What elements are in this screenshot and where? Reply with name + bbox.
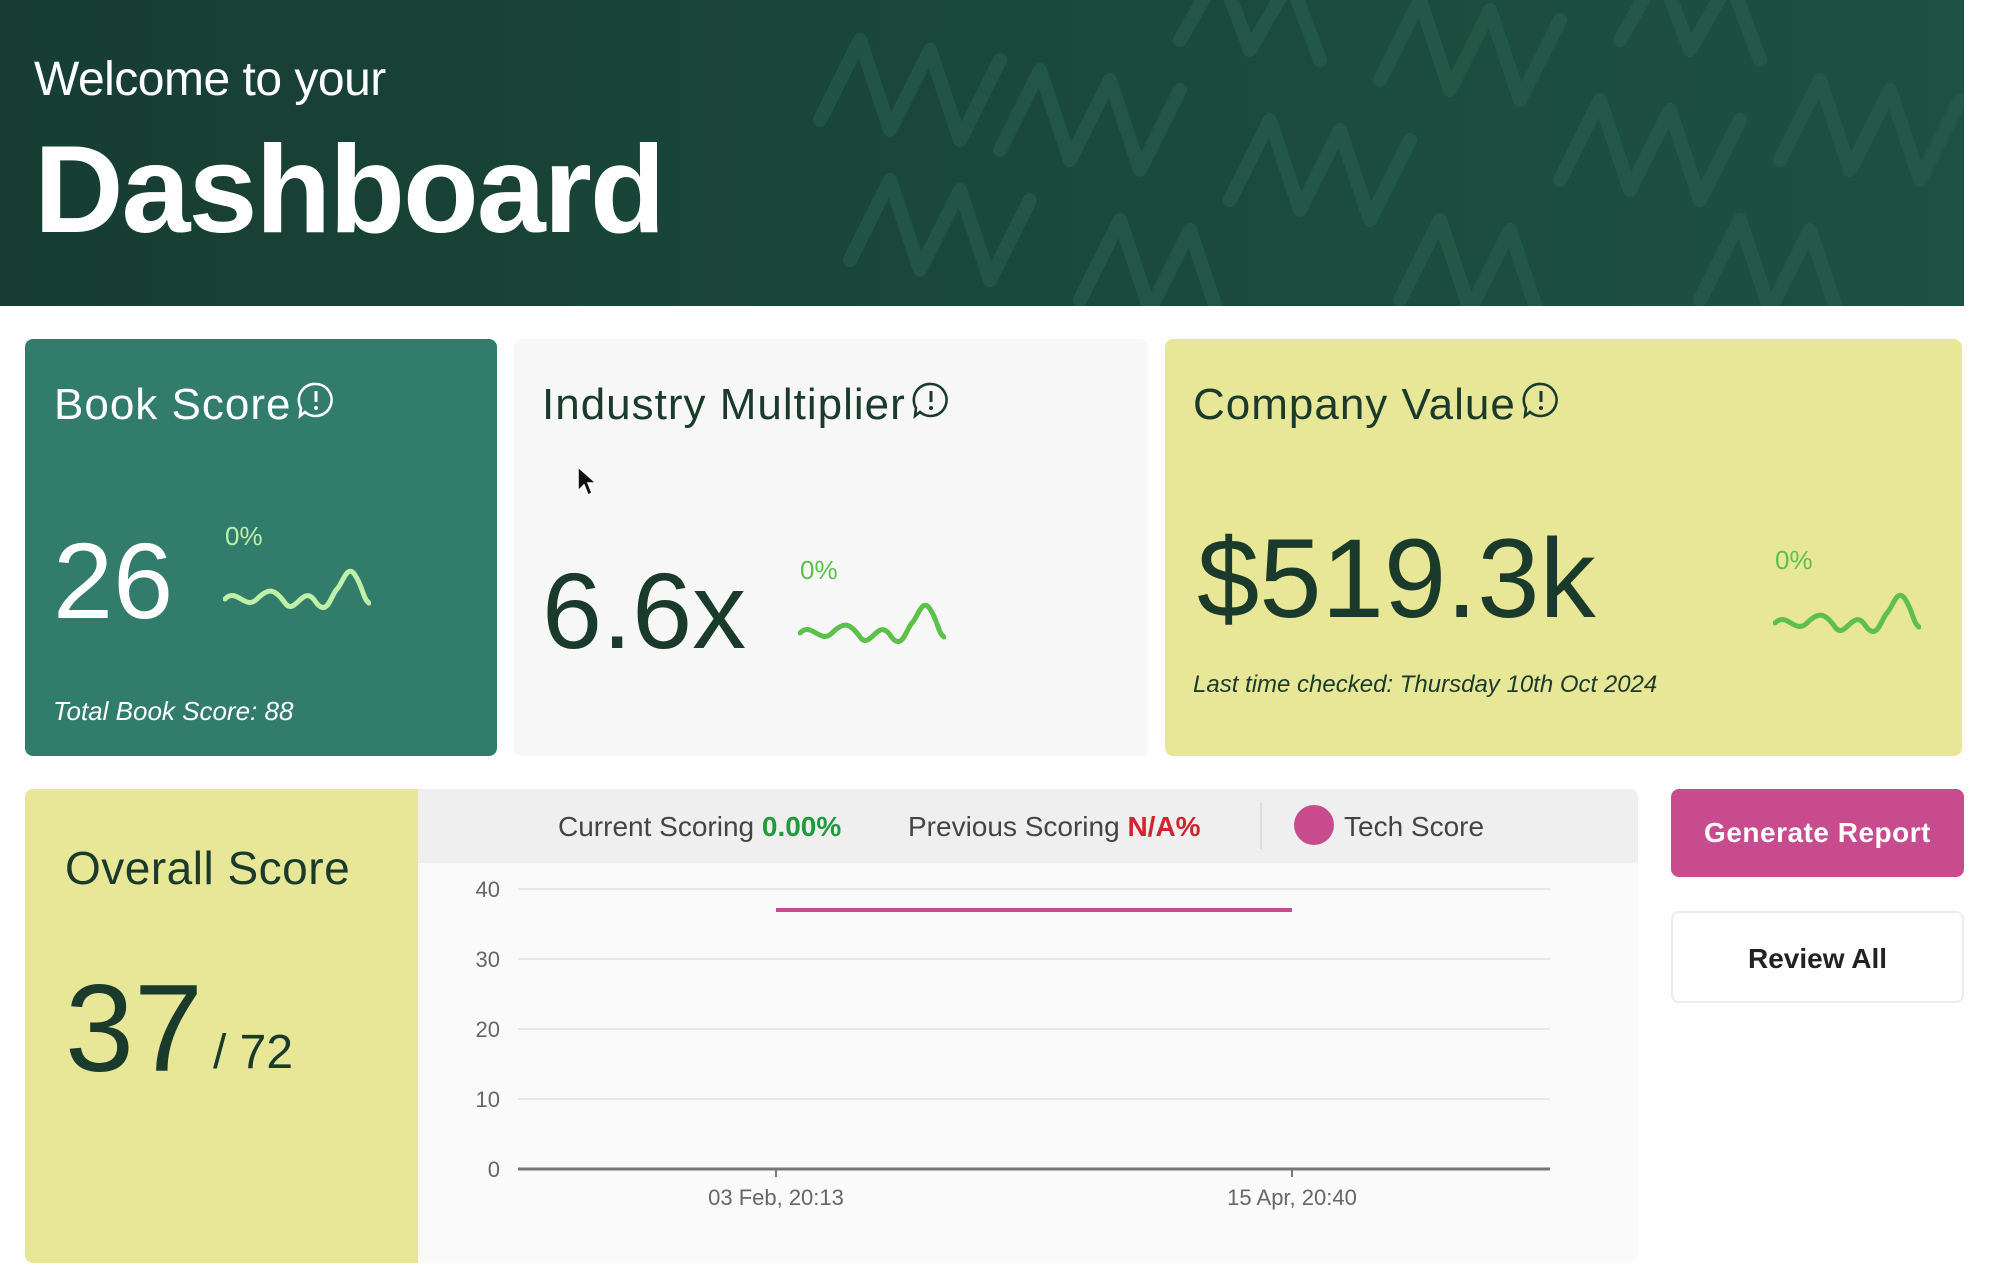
company-value-sparkline	[1773, 592, 1921, 635]
overall-score-card: Overall Score 37 / 72	[25, 789, 418, 1263]
industry-multiplier-value: 6.6x	[542, 550, 747, 671]
review-all-button[interactable]: Review All	[1671, 911, 1964, 1003]
previous-scoring: Previous Scoring N/A%	[908, 811, 1201, 843]
company-value-last-checked: Last time checked: Thursday 10th Oct 202…	[1193, 671, 1658, 698]
y-tick-label: 20	[476, 1017, 500, 1042]
overall-score-value: 37	[65, 960, 203, 1098]
score-line-chart: 0 10 20 30 40 03 Feb, 20:13 15 Apr, 20:40	[476, 877, 1550, 1210]
current-scoring: Current Scoring 0.00%	[558, 811, 841, 843]
company-value-card: Company Value $519.3k 0% Last time check…	[1165, 339, 1962, 756]
book-score-sparkline	[223, 568, 371, 611]
zigzag-pattern	[813, 0, 1964, 306]
x-tick-label: 03 Feb, 20:13	[708, 1185, 844, 1210]
y-tick-label: 30	[476, 947, 500, 972]
company-value-title: Company Value	[1193, 380, 1560, 430]
industry-multiplier-sparkline	[798, 602, 946, 645]
hero-subtitle: Welcome to your	[34, 53, 386, 106]
hero-banner: Welcome to your Dashboard	[0, 0, 1964, 306]
legend-swatch[interactable]	[1294, 805, 1334, 845]
score-chart-panel: Current Scoring 0.00% Previous Scoring N…	[418, 789, 1638, 1263]
company-value-label: Company Value	[1193, 380, 1516, 429]
company-value-change: 0%	[1775, 545, 1813, 575]
industry-multiplier-label: Industry Multiplier	[542, 380, 906, 429]
y-tick-label: 40	[476, 877, 500, 902]
book-score-card: Book Score 26 0% Total Book Score: 88	[25, 339, 497, 756]
industry-multiplier-change: 0%	[800, 555, 838, 585]
industry-multiplier-title: Industry Multiplier	[542, 380, 950, 430]
info-icon[interactable]	[297, 380, 335, 430]
book-score-label: Book Score	[54, 380, 292, 429]
header-divider	[1260, 803, 1262, 849]
industry-multiplier-card: Industry Multiplier 6.6x 0%	[514, 339, 1148, 756]
previous-scoring-label: Previous Scoring	[908, 811, 1120, 842]
company-value-value: $519.3k	[1197, 516, 1596, 641]
y-tick-label: 0	[488, 1157, 500, 1182]
overall-score-label: Overall Score	[65, 842, 351, 894]
previous-scoring-value: N/A%	[1127, 811, 1201, 842]
page-title: Dashboard	[34, 121, 666, 259]
info-icon[interactable]	[912, 380, 950, 430]
legend-label[interactable]: Tech Score	[1344, 811, 1485, 842]
book-score-total: Total Book Score: 88	[53, 696, 294, 726]
x-tick-label: 15 Apr, 20:40	[1227, 1185, 1357, 1210]
current-scoring-value: 0.00%	[761, 811, 842, 842]
chart-header: Current Scoring 0.00% Previous Scoring N…	[418, 789, 1638, 863]
book-score-title: Book Score	[54, 380, 335, 430]
book-score-change: 0%	[225, 521, 263, 551]
generate-report-button[interactable]: Generate Report	[1671, 789, 1964, 877]
overall-score-max: / 72	[213, 1026, 294, 1079]
book-score-value: 26	[53, 520, 174, 641]
info-icon[interactable]	[1522, 380, 1560, 430]
mouse-cursor-icon	[577, 465, 598, 497]
y-tick-label: 10	[476, 1087, 500, 1112]
current-scoring-label: Current Scoring	[558, 811, 755, 842]
